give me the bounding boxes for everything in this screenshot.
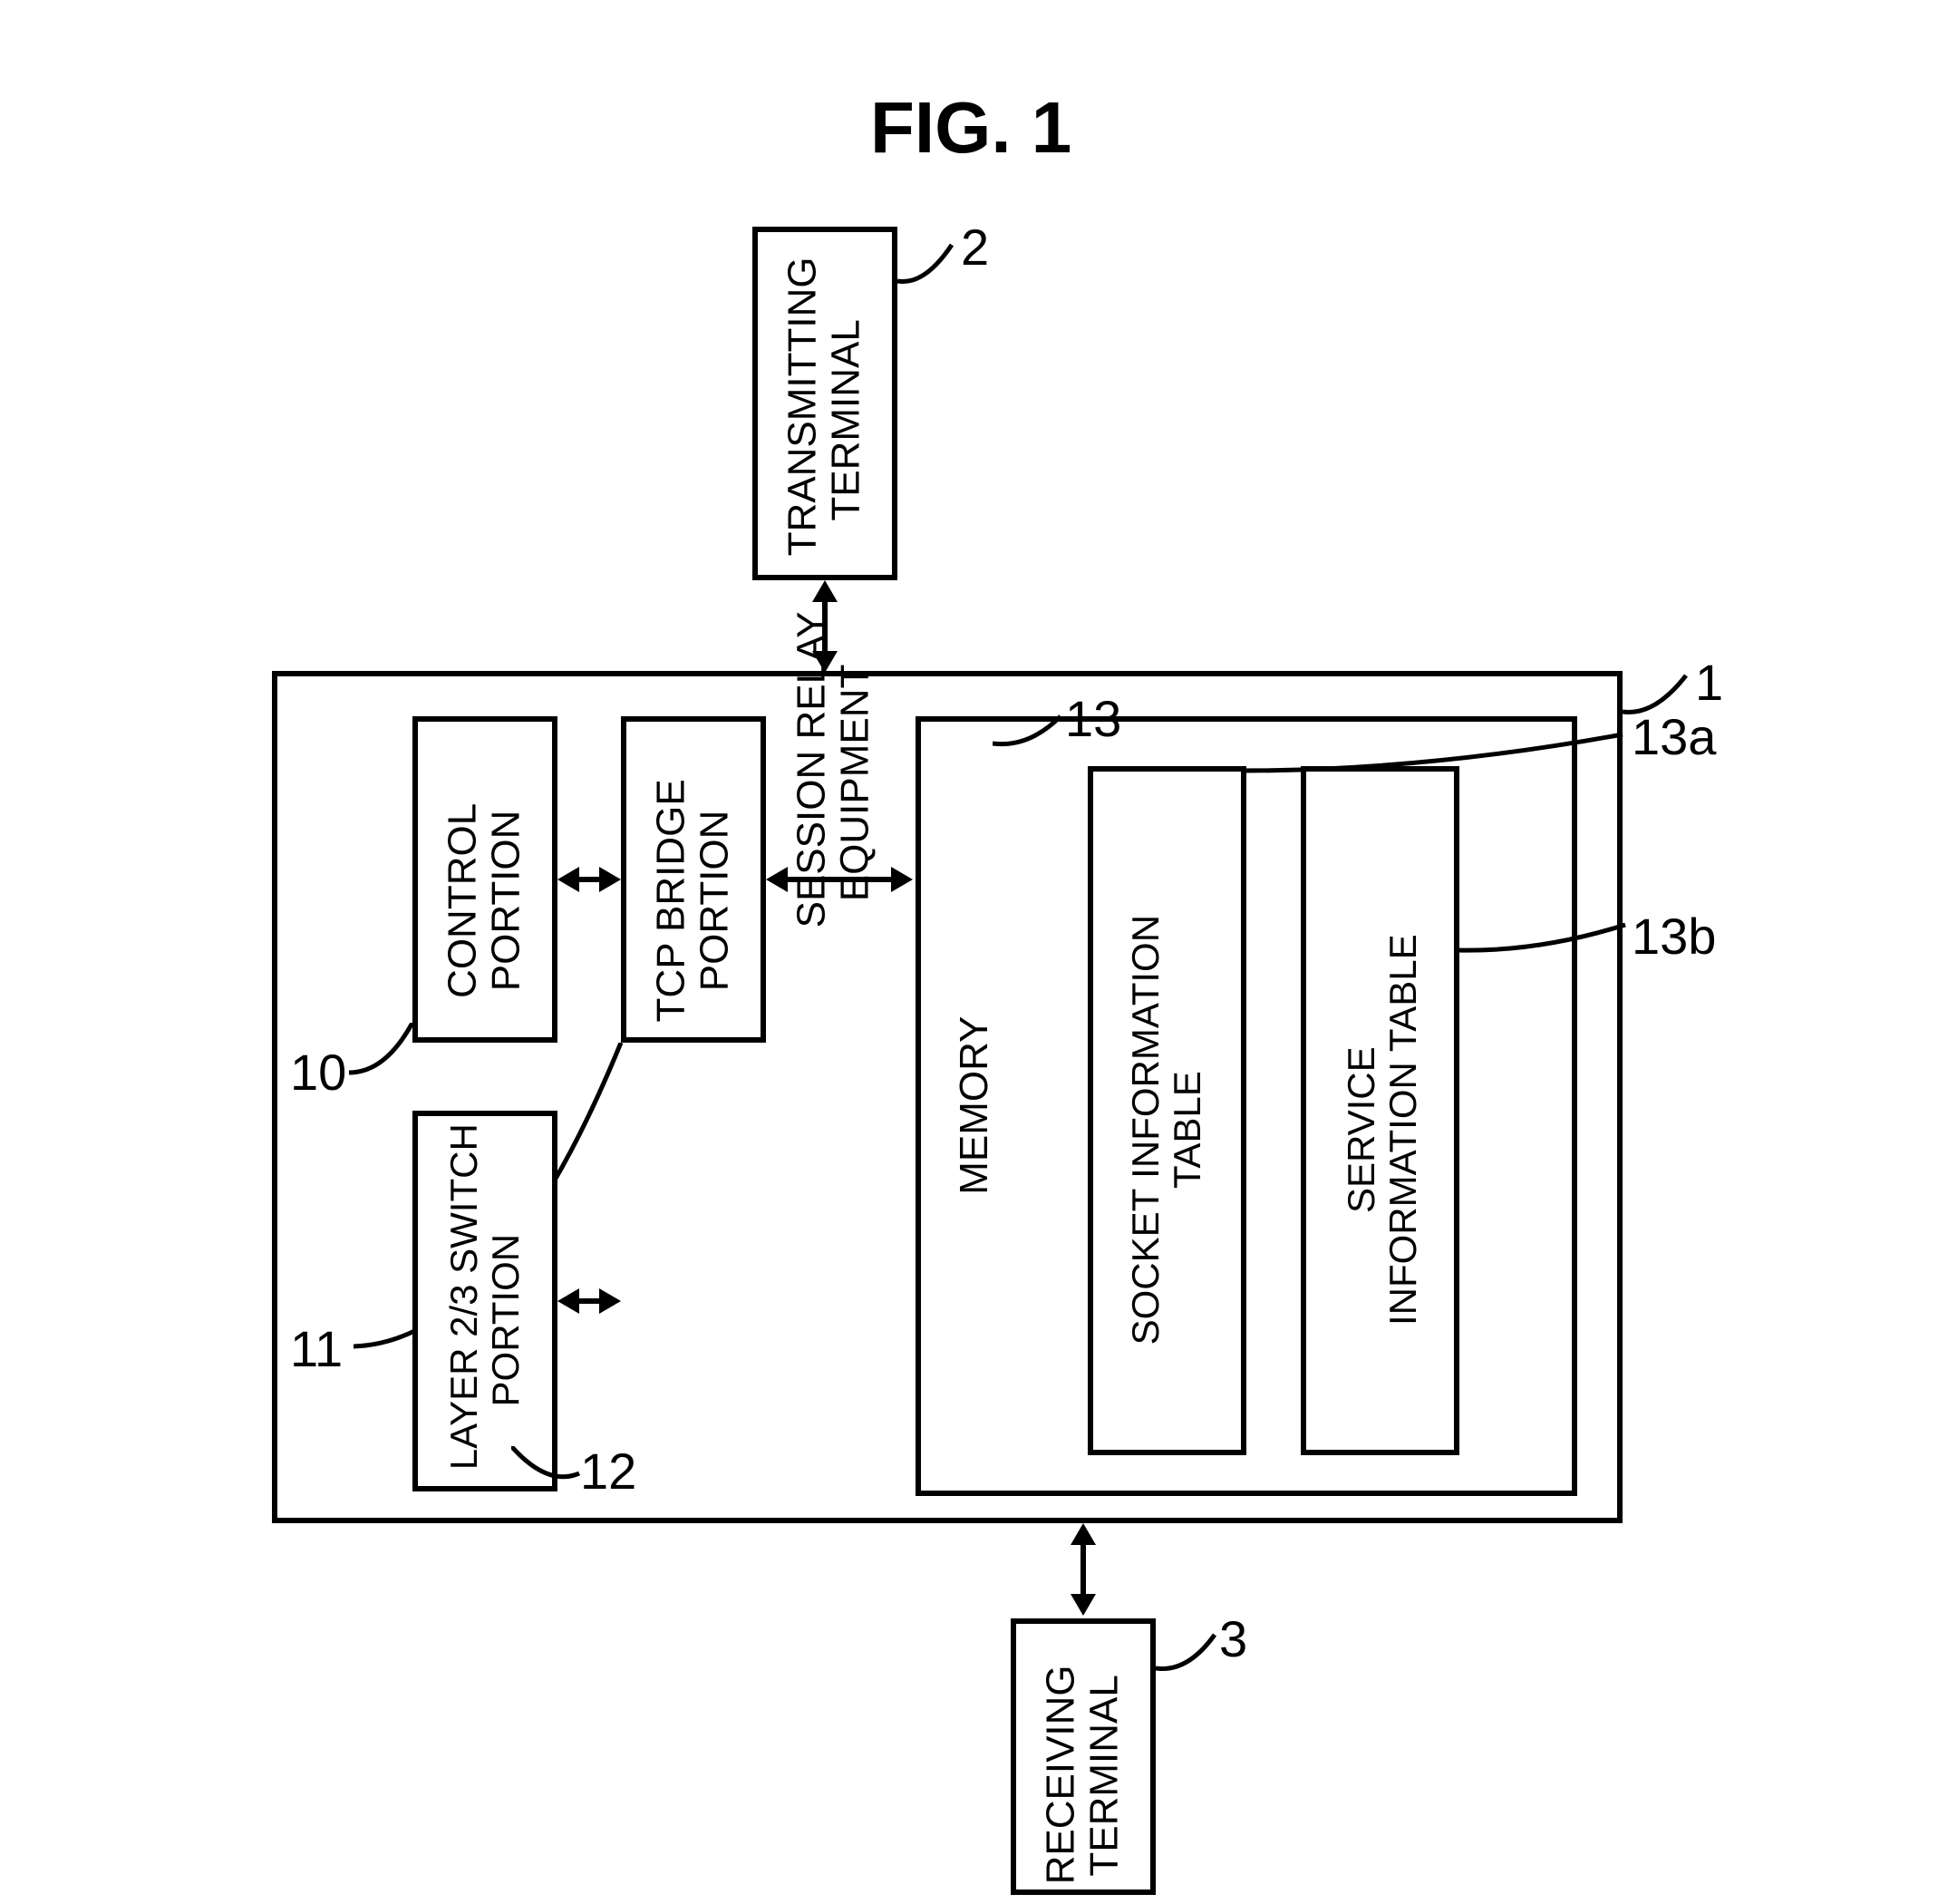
tcp-bridge-ref: 11 xyxy=(290,1319,343,1378)
control-portion-label: CONTROL PORTION xyxy=(441,782,529,1018)
arrow-bridge-layer-r xyxy=(599,1288,621,1314)
arrow-bridge-memory-r xyxy=(891,867,913,892)
layer-switch-label: LAYER 2/3 SWITCH PORTION xyxy=(443,1171,527,1470)
arrow-tx-relay-down xyxy=(812,651,838,673)
service-table-ref: 13b xyxy=(1632,907,1716,966)
session-relay-ref: 1 xyxy=(1695,653,1723,712)
arrow-relay-rx-up xyxy=(1071,1523,1096,1545)
arrow-bridge-memory-l xyxy=(766,867,788,892)
transmitting-terminal-label: TRANSMITTING TERMINAL xyxy=(781,284,869,556)
receiving-terminal-ref: 3 xyxy=(1219,1609,1247,1668)
leader-2 xyxy=(897,236,961,290)
arrow-relay-rx-down xyxy=(1071,1594,1096,1616)
arrow-relay-rx-line xyxy=(1080,1541,1086,1598)
service-table-label: SERVICE INFORMATION TABLE xyxy=(1341,908,1424,1352)
arrow-tx-relay-line xyxy=(822,598,828,655)
control-portion-ref: 10 xyxy=(290,1043,346,1102)
leader-13b xyxy=(1458,907,1634,957)
arrow-bridge-memory-line xyxy=(785,877,894,882)
arrow-control-bridge-r xyxy=(599,867,621,892)
memory-ref: 13 xyxy=(1065,689,1121,748)
leader-12 xyxy=(511,1446,584,1491)
tcp-bridge-label: TCP BRIDGE PORTION xyxy=(650,778,738,1023)
arrow-bridge-layer-l xyxy=(557,1288,579,1314)
receiving-terminal-label: RECEIVING TERMINAL xyxy=(1040,1666,1128,1884)
leader-13 xyxy=(993,712,1065,748)
memory-box xyxy=(916,716,1577,1496)
layer-switch-ref: 12 xyxy=(580,1442,636,1501)
arrow-control-bridge-l xyxy=(557,867,579,892)
leader-3 xyxy=(1156,1627,1219,1677)
figure-title: FIG. 1 xyxy=(870,86,1071,170)
arrow-tx-relay-up xyxy=(812,580,838,602)
socket-table-ref: 13a xyxy=(1632,707,1716,766)
transmitting-terminal-ref: 2 xyxy=(961,218,989,277)
diagram-canvas: FIG. 1 TRANSMITTING TERMINAL 2 SESSION R… xyxy=(0,0,1938,1904)
arrow-control-bridge-line xyxy=(577,877,602,882)
arrow-bridge-layer-line xyxy=(577,1298,602,1304)
session-relay-label: SESSION RELAY EQUIPMENT xyxy=(790,637,878,928)
socket-table-label: SOCKET INFORMATION TABLE xyxy=(1125,903,1208,1356)
memory-label: MEMORY xyxy=(953,983,996,1228)
